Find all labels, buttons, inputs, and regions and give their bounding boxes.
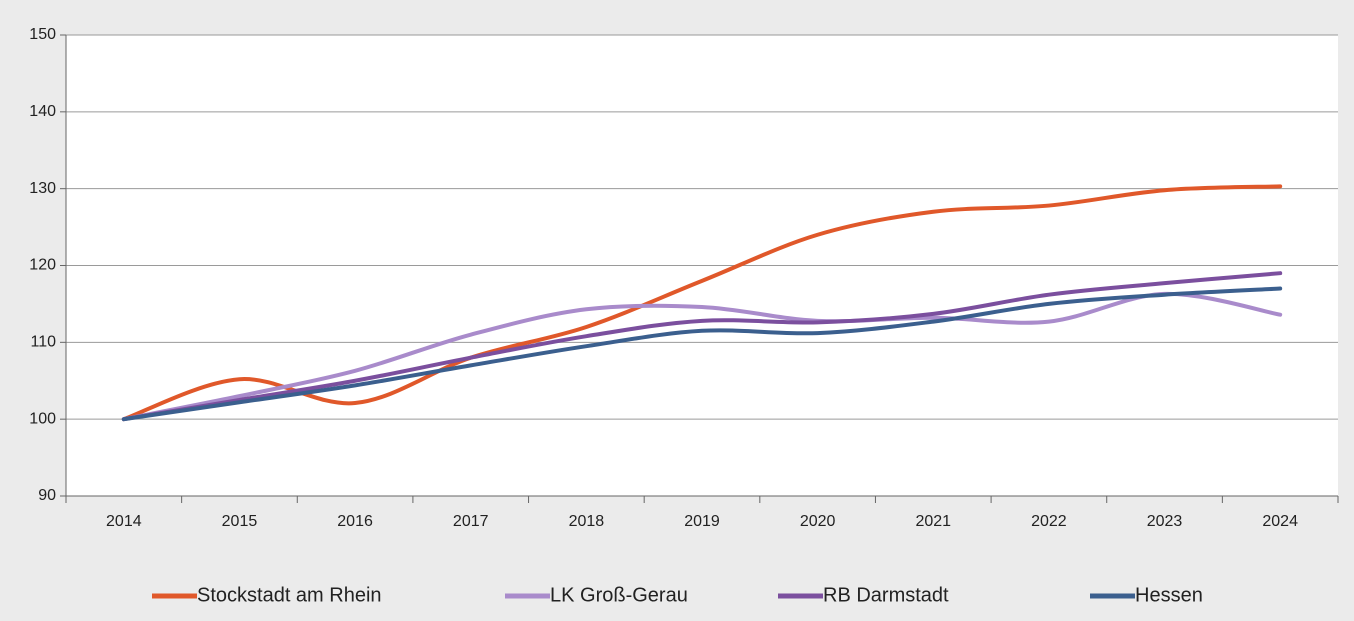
x-tick-label: 2020 (800, 513, 836, 530)
x-tick-label: 2014 (106, 513, 142, 530)
x-tick-label: 2021 (915, 513, 951, 530)
line-series (121, 184, 1283, 422)
line-series (121, 286, 1283, 422)
legend-label: LK Groß-Gerau (550, 584, 688, 606)
x-tick-label: 2016 (337, 513, 373, 530)
x-tick-label: 2019 (684, 513, 720, 530)
legend-label: Stockstadt am Rhein (197, 584, 382, 606)
x-tick-label: 2024 (1262, 513, 1298, 530)
x-tick-label: 2022 (1031, 513, 1067, 530)
y-tick-label: 100 (29, 410, 56, 427)
y-tick-label: 140 (29, 103, 56, 120)
y-tick-label: 110 (30, 334, 56, 351)
y-tick-label: 150 (29, 26, 56, 43)
legend-label: Hessen (1135, 584, 1203, 606)
y-tick-label: 130 (29, 180, 56, 197)
line-series (121, 291, 1283, 422)
x-tick-label: 2017 (453, 513, 489, 530)
legend-label: RB Darmstadt (823, 584, 949, 606)
line-series (121, 271, 1283, 422)
x-tick-label: 2015 (222, 513, 258, 530)
x-tick-label: 2018 (569, 513, 605, 530)
y-tick-label: 90 (38, 487, 56, 504)
x-tick-label: 2023 (1147, 513, 1183, 530)
y-tick-label: 120 (29, 257, 56, 274)
